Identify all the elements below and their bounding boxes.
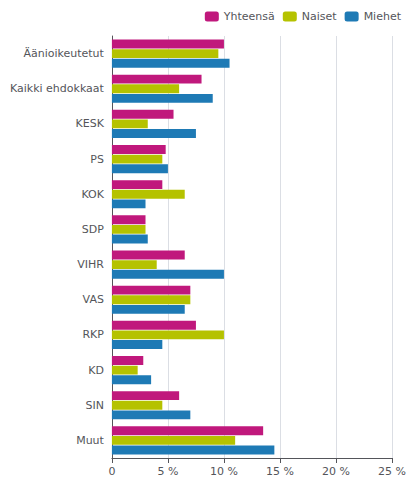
svg-text:20 %: 20 % — [322, 465, 350, 478]
svg-text:10 %: 10 % — [210, 465, 238, 478]
svg-text:25 %: 25 % — [378, 465, 406, 478]
svg-text:Naiset: Naiset — [302, 10, 338, 23]
svg-text:SIN: SIN — [85, 399, 103, 412]
svg-text:0: 0 — [108, 465, 115, 478]
svg-text:Äänioikeutetut: Äänioikeutetut — [23, 47, 104, 60]
svg-text:KD: KD — [88, 364, 104, 377]
svg-text:VAS: VAS — [83, 293, 104, 306]
svg-text:PS: PS — [90, 153, 104, 166]
svg-text:15 %: 15 % — [266, 465, 294, 478]
svg-text:RKP: RKP — [82, 328, 104, 341]
svg-text:Kaikki ehdokkaat: Kaikki ehdokkaat — [10, 82, 105, 95]
svg-text:KESK: KESK — [76, 117, 105, 130]
svg-text:KOK: KOK — [81, 188, 104, 201]
svg-text:SDP: SDP — [82, 223, 104, 236]
svg-text:Muut: Muut — [76, 434, 104, 447]
svg-text:Miehet: Miehet — [364, 10, 402, 23]
svg-text:Yhteensä: Yhteensä — [223, 10, 275, 23]
svg-text:5 %: 5 % — [157, 465, 178, 478]
svg-text:VIHR: VIHR — [77, 258, 104, 271]
